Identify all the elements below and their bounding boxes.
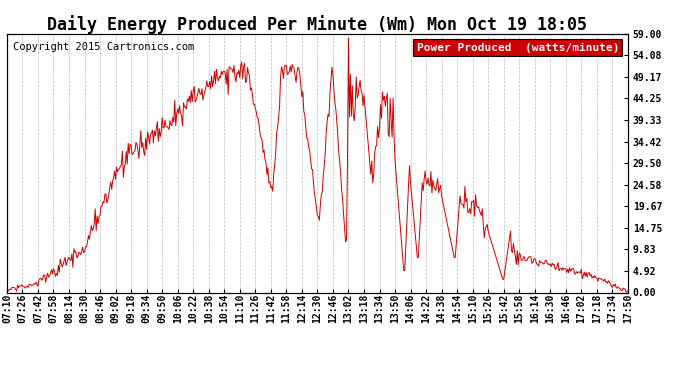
Text: Copyright 2015 Cartronics.com: Copyright 2015 Cartronics.com	[13, 42, 195, 51]
Legend: Power Produced  (watts/minute): Power Produced (watts/minute)	[413, 39, 622, 56]
Title: Daily Energy Produced Per Minute (Wm) Mon Oct 19 18:05: Daily Energy Produced Per Minute (Wm) Mo…	[48, 15, 587, 34]
